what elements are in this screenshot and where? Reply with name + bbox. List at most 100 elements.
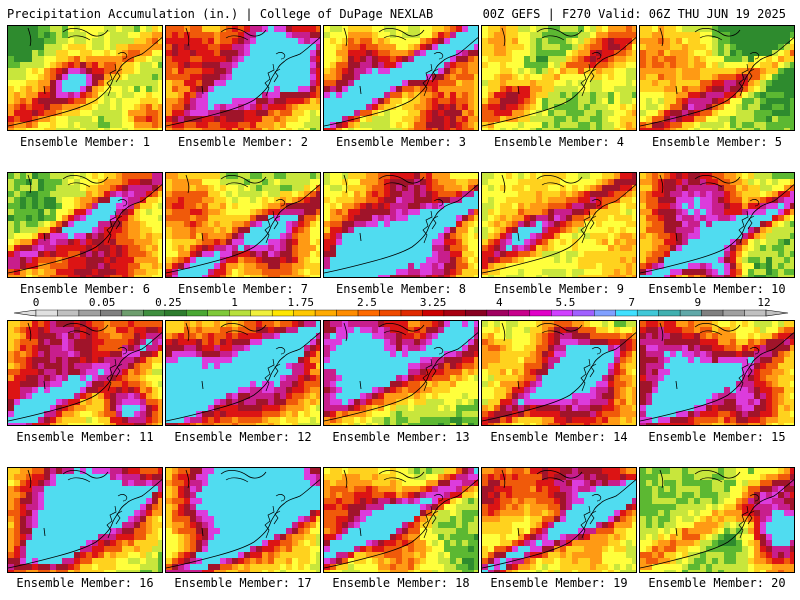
colorbar-swatch: [207, 309, 230, 317]
colorbar-label: 9: [694, 296, 702, 309]
member-caption: Ensemble Member: 20: [648, 576, 786, 590]
member-caption: Ensemble Member: 7: [177, 282, 309, 296]
member-caption: Ensemble Member: 17: [174, 576, 312, 590]
ensemble-member-map: [7, 467, 163, 573]
member-caption: Ensemble Member: 18: [332, 576, 470, 590]
colorbar-swatch: [250, 309, 273, 317]
colorbar-label: 12: [757, 296, 771, 309]
header: Precipitation Accumulation (in.) | Colle…: [0, 0, 800, 24]
colorbar-swatch: [615, 309, 638, 317]
member-caption: Ensemble Member: 14: [490, 430, 628, 444]
ensemble-member-map: [481, 320, 637, 426]
colorbar-swatch: [486, 309, 509, 317]
precip-field: [324, 321, 478, 425]
precip-field: [166, 321, 320, 425]
member-caption: Ensemble Member: 19: [490, 576, 628, 590]
ensemble-member-map: [7, 25, 163, 131]
member-caption: Ensemble Member: 2: [177, 135, 309, 149]
precip-field: [166, 468, 320, 572]
colorbar-label: 1: [231, 296, 238, 309]
precip-field: [640, 173, 794, 277]
ensemble-member-map: [165, 320, 321, 426]
ensemble-member-map: [7, 320, 163, 426]
member-caption: Ensemble Member: 1: [19, 135, 151, 149]
colorbar-swatch: [465, 309, 488, 317]
precip-field: [8, 468, 162, 572]
ensemble-member-map: [481, 467, 637, 573]
colorbar-swatch: [722, 309, 745, 317]
member-caption: Ensemble Member: 12: [174, 430, 312, 444]
member-caption: Ensemble Member: 10: [648, 282, 786, 296]
colorbar-swatch: [78, 309, 101, 317]
colorbar-swatch: [35, 309, 58, 317]
precip-field: [324, 173, 478, 277]
ensemble-member-map: [639, 172, 795, 278]
colorbar-right-arrow: [765, 309, 789, 317]
colorbar-swatch: [529, 309, 552, 317]
ensemble-member-map: [165, 25, 321, 131]
colorbar-label: 4: [495, 296, 503, 309]
precip-field: [324, 468, 478, 572]
member-caption: Ensemble Member: 8: [335, 282, 467, 296]
colorbar-svg: [13, 309, 789, 317]
precip-field: [8, 26, 162, 130]
colorbar-swatch: [100, 309, 123, 317]
colorbar-swatch: [594, 309, 616, 317]
colorbar-swatch: [400, 309, 423, 317]
colorbar-swatch: [422, 309, 445, 317]
precip-field: [640, 26, 794, 130]
run-info: 00Z GEFS | F270 Valid: 06Z THU JUN 19 20…: [482, 7, 786, 21]
precip-field: [482, 26, 636, 130]
colorbar-swatch: [744, 309, 767, 317]
ensemble-member-map: [481, 172, 637, 278]
colorbar-swatch: [379, 309, 402, 317]
colorbar-swatch: [121, 309, 144, 317]
ensemble-member-map: [165, 467, 321, 573]
colorbar-swatch: [679, 309, 702, 317]
colorbar-swatch: [336, 309, 359, 317]
map-title: Precipitation Accumulation (in.) | Colle…: [7, 7, 434, 21]
member-caption: Ensemble Member: 13: [332, 430, 470, 444]
colorbar-swatch: [143, 309, 166, 317]
precip-field: [482, 173, 636, 277]
ensemble-member-map: [639, 467, 795, 573]
member-caption: Ensemble Member: 15: [648, 430, 786, 444]
member-caption: Ensemble Member: 4: [493, 135, 625, 149]
colorbar-swatch: [314, 309, 337, 317]
colorbar-swatch: [443, 309, 466, 317]
colorbar-swatch: [293, 309, 316, 317]
ensemble-member-map: [323, 172, 479, 278]
precip-field: [166, 26, 320, 130]
ensemble-member-map: [165, 172, 321, 278]
ensemble-member-map: [639, 25, 795, 131]
precip-field: [324, 26, 478, 130]
colorbar-label: 5.5: [555, 296, 576, 309]
colorbar-label: 0.25: [155, 296, 182, 309]
colorbar-swatch: [57, 309, 80, 317]
colorbar-left-arrow: [13, 309, 37, 317]
ensemble-member-map: [323, 320, 479, 426]
member-caption: Ensemble Member: 3: [335, 135, 467, 149]
colorbar-swatch: [357, 309, 380, 317]
colorbar-swatch: [701, 309, 724, 317]
ensemble-member-map: [323, 25, 479, 131]
colorbar-label: 7: [628, 296, 635, 309]
member-caption: Ensemble Member: 9: [493, 282, 625, 296]
precip-field: [166, 173, 320, 277]
precip-field: [640, 468, 794, 572]
precip-field: [482, 468, 636, 572]
colorbar-label: 2.5: [356, 296, 377, 309]
colorbar-label: 0: [32, 296, 40, 309]
member-caption: Ensemble Member: 16: [16, 576, 154, 590]
ensemble-member-map: [481, 25, 637, 131]
ensemble-member-map: [639, 320, 795, 426]
precip-field: [640, 321, 794, 425]
colorbar-swatch: [551, 309, 573, 317]
ensemble-member-map: [7, 172, 163, 278]
colorbar: 0 0.05 0.25 1 1.75 2.5 3.25 4 5.5 7 9 12: [0, 296, 800, 320]
colorbar-label: 3.25: [419, 296, 447, 309]
colorbar-swatch: [164, 309, 187, 317]
colorbar-swatch: [572, 309, 595, 317]
colorbar-swatch: [229, 309, 251, 317]
colorbar-swatch: [186, 309, 208, 317]
